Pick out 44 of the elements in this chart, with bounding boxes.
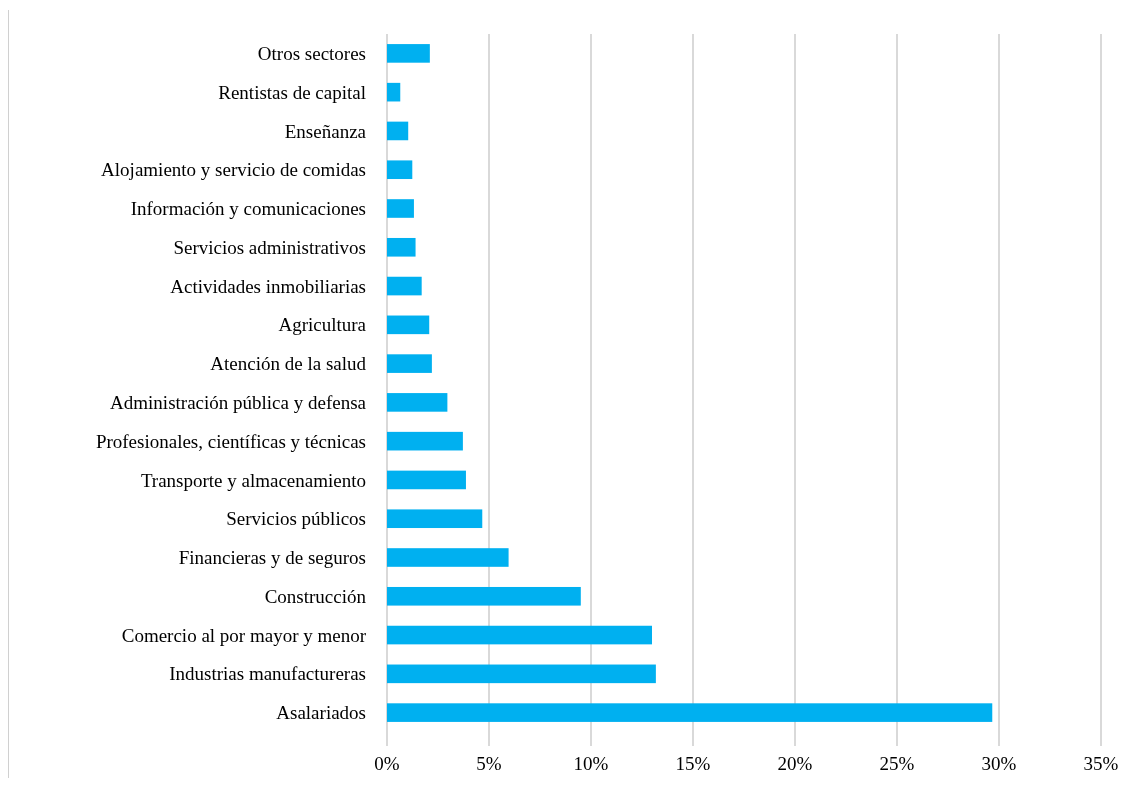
bar — [387, 586, 581, 606]
bar — [387, 121, 409, 141]
bar — [387, 431, 463, 451]
y-tick-label: Servicios públicos — [226, 508, 366, 530]
y-tick-label: Actividades inmobiliarias — [170, 275, 366, 297]
x-tick-label: 25% — [879, 753, 915, 774]
y-tick-label: Alojamiento y servicio de comidas — [101, 159, 366, 181]
bar — [387, 393, 448, 412]
y-tick-label: Servicios administrativos — [173, 236, 366, 258]
y-tick-label: Información y comunicaciones — [130, 198, 366, 220]
x-tick-label: 15% — [675, 753, 711, 774]
x-tick-label: 5% — [476, 753, 502, 774]
x-tick-label: 30% — [981, 753, 1017, 774]
bar — [387, 664, 656, 684]
bar — [387, 82, 401, 102]
bar — [387, 44, 430, 63]
y-tick-label: Construcción — [264, 585, 367, 607]
bar — [387, 509, 483, 529]
bar — [387, 703, 993, 722]
y-tick-label: Enseñanza — [284, 120, 367, 142]
y-tick-label: Industrias manufactureras — [169, 663, 366, 685]
bar — [387, 199, 414, 218]
bar — [387, 625, 652, 645]
y-tick-label: Profesionales, científicas y técnicas — [95, 430, 366, 452]
bar — [387, 315, 430, 335]
y-tick-label: Asalariados — [276, 702, 366, 724]
x-tick-label: 10% — [573, 753, 609, 774]
y-tick-label: Agricultura — [278, 314, 367, 336]
bar — [387, 548, 509, 567]
x-tick-label: 0% — [374, 753, 400, 774]
y-tick-label: Comercio al por mayor y menor — [121, 624, 367, 646]
bar — [387, 276, 422, 296]
bar — [387, 237, 416, 257]
y-tick-label: Administración pública y defensa — [110, 392, 367, 414]
bar — [387, 354, 432, 373]
bar — [387, 160, 413, 180]
y-tick-label: Atención de la salud — [210, 353, 367, 375]
x-tick-label: 35% — [1083, 753, 1119, 774]
y-tick-label: Otros sectores — [257, 43, 366, 65]
y-tick-label: Rentistas de capital — [218, 81, 366, 103]
y-tick-label: Financieras y de seguros — [178, 547, 366, 569]
y-tick-label: Transporte y almacenamiento — [140, 469, 366, 491]
x-tick-label: 20% — [777, 753, 813, 774]
bar — [387, 470, 466, 490]
